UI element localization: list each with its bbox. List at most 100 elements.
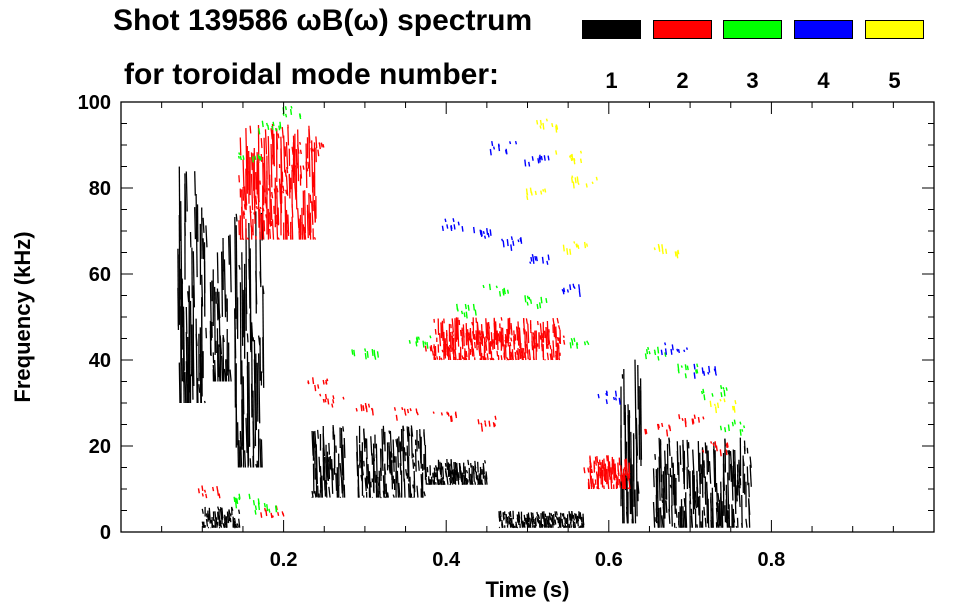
spectral-stroke bbox=[322, 143, 325, 148]
spectral-stroke bbox=[527, 323, 530, 344]
spectral-stroke bbox=[433, 467, 436, 472]
spectral-stroke bbox=[724, 427, 727, 433]
spectral-stroke bbox=[197, 488, 200, 494]
spectral-point bbox=[570, 175, 598, 189]
spectral-region bbox=[425, 458, 488, 486]
spectral-point bbox=[408, 335, 432, 349]
spectral-stroke bbox=[571, 340, 574, 346]
spectral-stroke bbox=[491, 141, 494, 147]
spectral-stroke bbox=[586, 340, 589, 343]
spectral-stroke bbox=[256, 152, 259, 199]
spectral-stroke bbox=[676, 450, 679, 476]
spectral-stroke bbox=[557, 526, 560, 529]
spectral-stroke bbox=[212, 524, 216, 528]
spectral-stroke bbox=[620, 471, 623, 476]
spectral-stroke bbox=[291, 164, 294, 172]
spectral-stroke bbox=[489, 341, 493, 347]
spectral-stroke bbox=[703, 506, 706, 516]
spectral-stroke bbox=[595, 471, 599, 478]
spectral-stroke bbox=[216, 485, 219, 491]
spectral-stroke bbox=[201, 521, 204, 528]
y-tick-label: 60 bbox=[89, 264, 111, 286]
spectral-point bbox=[284, 161, 310, 177]
spectral-stroke bbox=[541, 343, 544, 352]
spectral-stroke bbox=[472, 466, 475, 475]
spectral-stroke bbox=[510, 236, 513, 241]
spectral-stroke bbox=[566, 289, 569, 293]
spectral-stroke bbox=[678, 520, 680, 528]
spectral-stroke bbox=[492, 422, 495, 428]
spectral-stroke bbox=[524, 295, 527, 303]
spectral-stroke bbox=[485, 336, 488, 343]
spectral-stroke bbox=[447, 350, 450, 358]
spectral-stroke bbox=[579, 150, 583, 154]
spectral-stroke bbox=[727, 510, 730, 519]
spectral-stroke bbox=[366, 350, 369, 358]
spectral-stroke bbox=[657, 346, 660, 354]
spectral-stroke bbox=[184, 173, 187, 223]
spectral-stroke bbox=[712, 442, 715, 447]
spectral-stroke bbox=[624, 476, 627, 490]
spectral-stroke bbox=[526, 301, 529, 306]
spectral-stroke bbox=[528, 296, 531, 301]
spectral-stroke bbox=[733, 405, 736, 413]
spectral-stroke bbox=[378, 490, 381, 495]
spectral-stroke bbox=[246, 365, 249, 459]
spectral-stroke bbox=[499, 510, 502, 517]
spectral-stroke bbox=[540, 190, 543, 195]
spectral-stroke bbox=[254, 505, 257, 511]
spectral-stroke bbox=[618, 397, 621, 405]
spectral-stroke bbox=[715, 507, 719, 526]
spectral-stroke bbox=[442, 466, 445, 480]
spectral-stroke bbox=[252, 421, 255, 449]
spectral-stroke bbox=[551, 122, 554, 128]
spectral-stroke bbox=[743, 425, 746, 429]
spectral-stroke bbox=[284, 113, 288, 118]
spectral-stroke bbox=[701, 367, 704, 374]
spectral-stroke bbox=[502, 289, 505, 294]
spectral-stroke bbox=[707, 371, 710, 375]
x-tick-label: 0.6 bbox=[595, 549, 623, 571]
spectral-stroke bbox=[270, 143, 273, 188]
spectral-stroke bbox=[573, 337, 576, 342]
spectral-stroke bbox=[600, 462, 603, 477]
spectral-stroke bbox=[581, 522, 584, 528]
spectral-stroke bbox=[523, 514, 526, 522]
spectral-stroke bbox=[487, 332, 491, 355]
spectral-stroke bbox=[720, 385, 723, 390]
spectral-stroke bbox=[555, 350, 558, 361]
spectral-stroke bbox=[289, 108, 293, 115]
spectral-stroke bbox=[618, 479, 622, 488]
spectral-stroke bbox=[742, 458, 745, 467]
spectral-stroke bbox=[546, 260, 549, 265]
spectral-stroke bbox=[307, 161, 310, 169]
spectral-stroke bbox=[203, 489, 207, 493]
spectral-stroke bbox=[403, 478, 406, 498]
spectral-stroke bbox=[194, 207, 197, 240]
spectral-stroke bbox=[205, 518, 209, 527]
spectral-stroke bbox=[271, 125, 274, 131]
spectral-stroke bbox=[534, 190, 537, 196]
spectral-region bbox=[498, 510, 585, 529]
spectral-stroke bbox=[672, 468, 675, 481]
spectral-stroke bbox=[260, 138, 263, 149]
spectral-stroke bbox=[684, 373, 687, 379]
spectral-stroke bbox=[399, 441, 402, 450]
spectral-stroke bbox=[500, 355, 503, 361]
spectral-point bbox=[424, 344, 452, 358]
spectral-stroke bbox=[631, 500, 634, 524]
spectral-stroke bbox=[684, 364, 687, 371]
spectral-stroke bbox=[662, 471, 665, 493]
spectral-stroke bbox=[261, 120, 264, 128]
spectral-stroke bbox=[307, 381, 310, 385]
spectral-stroke bbox=[406, 408, 410, 414]
spectral-stroke bbox=[488, 420, 491, 427]
spectral-stroke bbox=[219, 523, 223, 528]
spectral-stroke bbox=[734, 450, 737, 487]
spectral-stroke bbox=[574, 177, 577, 184]
spectral-stroke bbox=[364, 438, 367, 449]
spectral-stroke bbox=[234, 497, 238, 504]
spectral-stroke bbox=[423, 491, 426, 497]
chart-title-line-2: for toroidal mode number: bbox=[124, 58, 499, 91]
spectral-stroke bbox=[440, 462, 443, 470]
